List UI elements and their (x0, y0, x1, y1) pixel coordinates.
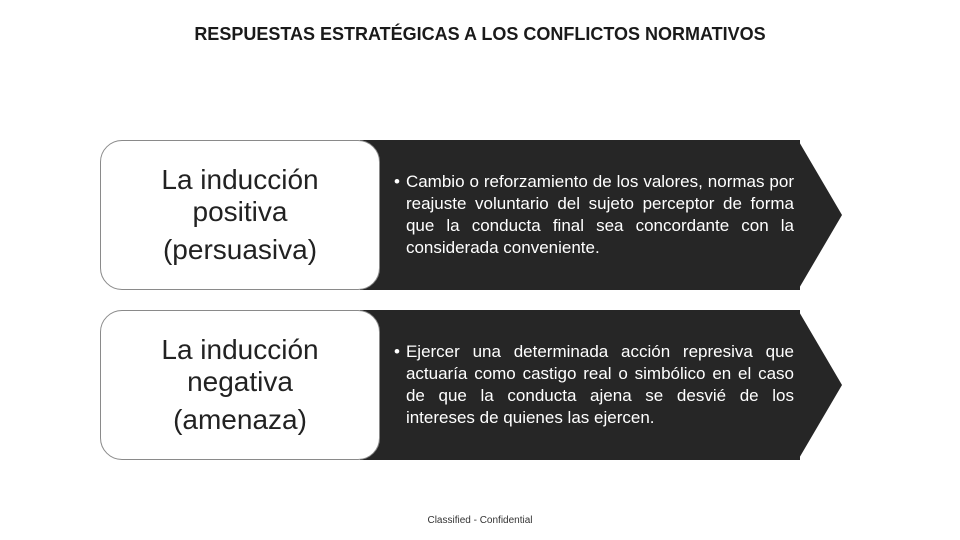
label-box-negative: La inducción negativa (amenaza) (100, 310, 380, 460)
label-line: (amenaza) (173, 404, 307, 436)
arrow-text: • Ejercer una determinada acción represi… (394, 310, 794, 460)
label-line: La inducción (161, 164, 318, 196)
arrow-negative: • Ejercer una determinada acción represi… (360, 310, 840, 460)
label-line: La inducción (161, 334, 318, 366)
footer-classification: Classified - Confidential (0, 515, 960, 526)
arrow-head-icon (798, 140, 842, 290)
arrow-positive: • Cambio o reforzamiento de los valores,… (360, 140, 840, 290)
label-box-positive: La inducción positiva (persuasiva) (100, 140, 380, 290)
bullet-icon: • (394, 171, 406, 259)
row-negative-induction: La inducción negativa (amenaza) • Ejerce… (100, 310, 840, 460)
slide-title: RESPUESTAS ESTRATÉGICAS A LOS CONFLICTOS… (0, 24, 960, 45)
arrow-head-icon (798, 310, 842, 460)
arrow-text: • Cambio o reforzamiento de los valores,… (394, 140, 794, 290)
label-line: negativa (187, 366, 293, 398)
label-line: (persuasiva) (163, 234, 317, 266)
bullet-text: Ejercer una determinada acción represiva… (406, 341, 794, 429)
bullet-text: Cambio o reforzamiento de los valores, n… (406, 171, 794, 259)
bullet-icon: • (394, 341, 406, 429)
row-positive-induction: La inducción positiva (persuasiva) • Cam… (100, 140, 840, 290)
label-line: positiva (193, 196, 288, 228)
